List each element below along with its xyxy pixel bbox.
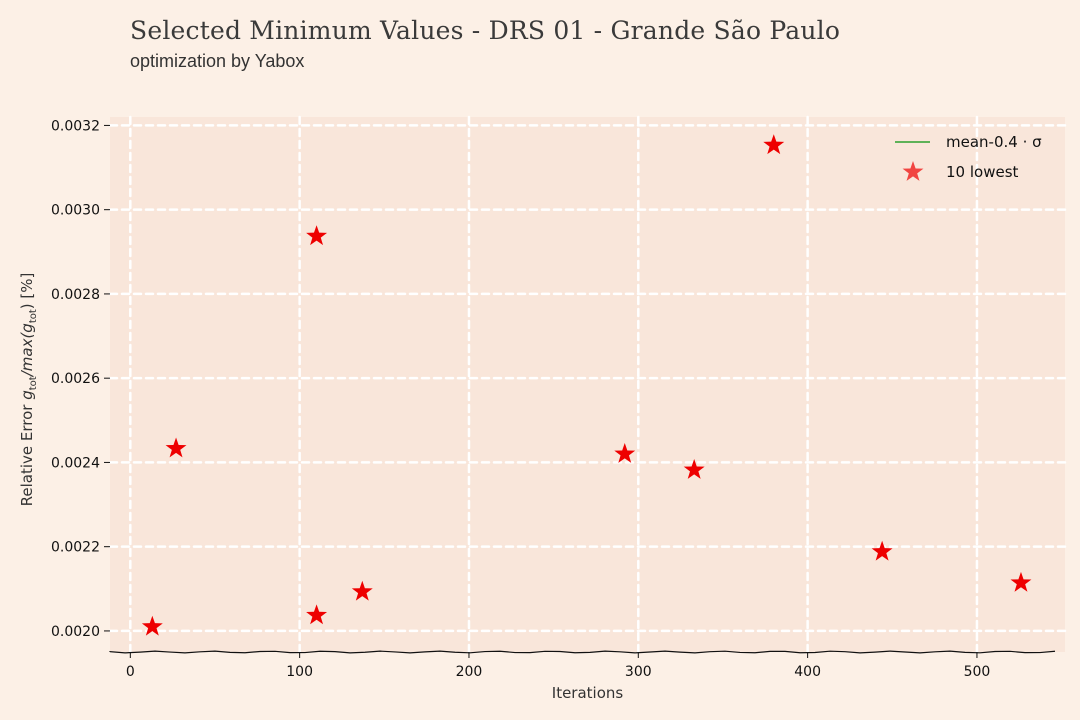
x-tick-label: 100: [286, 664, 313, 680]
grid: [108, 115, 1067, 654]
x-tick-label: 300: [625, 664, 652, 680]
data-points: [141, 134, 1032, 636]
star-marker: [683, 459, 705, 479]
legend-star-swatch: [902, 161, 924, 181]
star-marker: [306, 225, 328, 246]
star-marker: [351, 580, 373, 601]
x-axis-label: Iterations: [552, 684, 624, 702]
chart-title: Selected Minimum Values - DRS 01 - Grand…: [130, 16, 841, 45]
legend: mean-0.4 · σ 10 lowest: [895, 133, 1042, 181]
y-axis: 0.0020 0.0022 0.0024 0.0026 0.0028 0.0030 0.00…: [51, 118, 110, 640]
y-tick-label: 0.0028: [51, 287, 100, 303]
legend-label-lowest: 10 lowest: [946, 163, 1019, 181]
x-tick-label: 400: [794, 664, 821, 680]
y-tick-label: 0.0022: [51, 540, 100, 556]
star-marker: [871, 540, 893, 561]
star-marker: [763, 134, 785, 155]
y-tick-label: 0.0024: [51, 455, 100, 471]
x-tick-label: 0: [126, 664, 135, 680]
plot-area: [110, 117, 1065, 652]
x-tick-label: 200: [456, 664, 483, 680]
x-axis: 0 100 200 300 400 500: [109, 650, 1056, 680]
x-axis-spine: [109, 650, 1056, 654]
legend-label-mean: mean-0.4 · σ: [946, 133, 1042, 151]
star-marker: [165, 437, 187, 458]
chart-subtitle: optimization by Yabox: [130, 51, 305, 71]
star-marker: [306, 604, 328, 625]
x-tick-label: 500: [964, 664, 991, 680]
star-marker: [1010, 571, 1032, 592]
y-tick-label: 0.0030: [51, 203, 100, 219]
y-axis-label: Relative Error gtot/max(gtot) [%]: [18, 273, 39, 507]
star-marker: [614, 443, 636, 463]
y-tick-label: 0.0020: [51, 624, 100, 640]
y-tick-label: 0.0032: [51, 118, 100, 134]
y-tick-label: 0.0026: [51, 371, 100, 387]
star-marker: [141, 615, 163, 636]
